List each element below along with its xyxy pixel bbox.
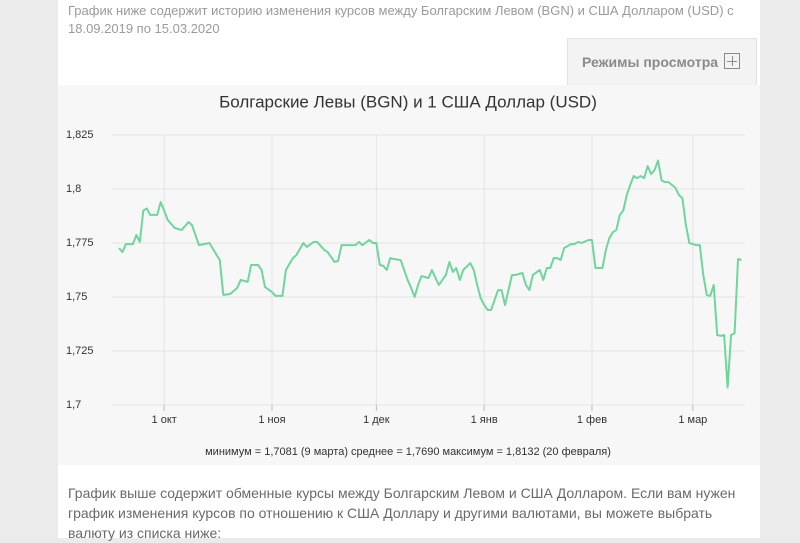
chart-title: Болгарские Левы (BGN) и 1 США Доллар (US… bbox=[219, 92, 597, 111]
x-tick-label: 1 ноя bbox=[258, 414, 285, 426]
x-tick-label: 1 янв bbox=[471, 414, 498, 426]
chart-summary: минимум = 1,7081 (9 марта) среднее = 1,7… bbox=[205, 446, 611, 458]
x-tick-label: 1 фев bbox=[577, 414, 607, 426]
x-tick-label: 1 дек bbox=[363, 414, 390, 426]
outro-text: График выше содержит обменные курсы межд… bbox=[68, 485, 736, 541]
view-modes-label[interactable]: Режимы просмотра bbox=[582, 54, 719, 70]
y-tick-label: 1,75 bbox=[66, 291, 87, 303]
view-modes-tab[interactable]: Режимы просмотра bbox=[567, 38, 757, 85]
y-tick-label: 1,775 bbox=[66, 237, 94, 249]
x-tick-label: 1 мар bbox=[678, 414, 707, 426]
expand-icon[interactable] bbox=[724, 53, 740, 69]
y-tick-label: 1,725 bbox=[66, 345, 94, 357]
y-tick-label: 1,825 bbox=[66, 129, 94, 141]
rate-line bbox=[118, 159, 742, 389]
y-tick-label: 1,8 bbox=[66, 183, 81, 195]
chart-background bbox=[58, 85, 760, 465]
x-tick-label: 1 окт bbox=[152, 414, 177, 426]
intro-text: График ниже содержит историю изменения к… bbox=[68, 3, 734, 36]
y-tick-label: 1,7 bbox=[66, 399, 81, 411]
